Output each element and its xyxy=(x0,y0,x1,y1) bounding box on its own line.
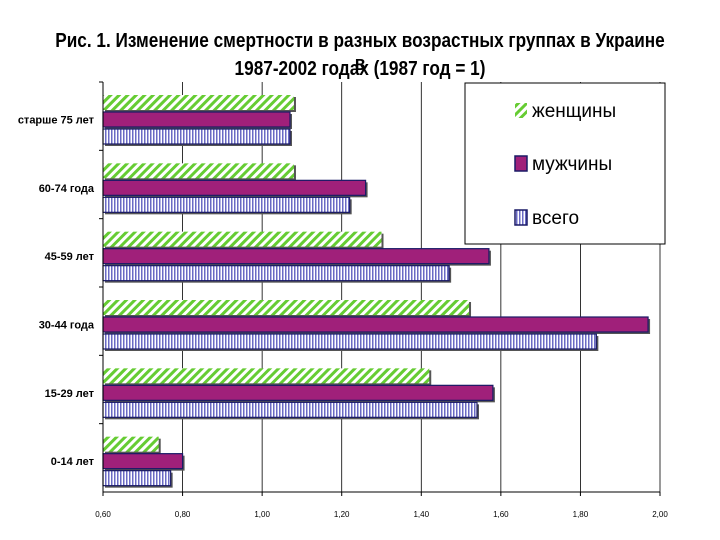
bars xyxy=(102,95,651,488)
x-tick-label: 1,80 xyxy=(573,510,589,519)
x-tick-label: 0,60 xyxy=(95,510,111,519)
bar-women xyxy=(103,95,294,110)
bar-total xyxy=(102,470,172,487)
bar-women xyxy=(103,163,294,179)
bar-men xyxy=(102,316,649,333)
category-label: 30-44 года xyxy=(39,320,95,332)
chart-title-line-1: Рис. 1. Изменение смертности в разных во… xyxy=(55,30,665,75)
legend-swatch-women xyxy=(515,103,527,118)
bar-women xyxy=(103,436,159,452)
legend-swatch-total xyxy=(514,209,528,226)
bar-total xyxy=(102,128,291,145)
bar-total xyxy=(102,333,597,350)
legend-swatch-men xyxy=(514,155,528,172)
legend-label: женщины xyxy=(532,101,616,122)
legend-label: мужчины xyxy=(532,154,612,175)
x-tick-label: 1,60 xyxy=(493,510,509,519)
bar-women xyxy=(103,368,430,384)
x-tick-label: 1,20 xyxy=(334,510,350,519)
bar-men xyxy=(102,179,367,196)
x-tick-label: 2,00 xyxy=(652,510,668,519)
legend-box xyxy=(464,82,666,245)
x-tick-label: 1,40 xyxy=(413,510,429,519)
bar-men xyxy=(102,248,490,265)
legend: женщины мужчины всего xyxy=(464,82,666,245)
bar-women xyxy=(103,231,382,247)
bar-men xyxy=(102,111,291,128)
bar-total xyxy=(102,196,351,213)
x-tick-label: 0,80 xyxy=(175,510,191,519)
bar-total xyxy=(102,401,478,418)
chart-title-line-2: 1987-2002 годах (1987 год = 1) xyxy=(234,58,486,80)
category-label: 60-74 года xyxy=(39,183,95,195)
bar-men xyxy=(102,384,494,401)
legend-label: всего xyxy=(532,208,579,229)
x-tick-label: 1,00 xyxy=(254,510,270,519)
axes: 0,60 0,80 1,00 1,20 1,40 1,60 1,80 2,00 старше 7… xyxy=(18,81,668,519)
category-label: 15-29 лет xyxy=(45,388,95,400)
category-label: 0-14 лет xyxy=(51,456,95,468)
bar-total xyxy=(102,265,450,282)
bar-women xyxy=(103,300,470,315)
bar-men xyxy=(102,453,184,470)
category-label: старше 75 лет xyxy=(18,115,95,127)
category-label: 45-59 лет xyxy=(45,251,95,263)
